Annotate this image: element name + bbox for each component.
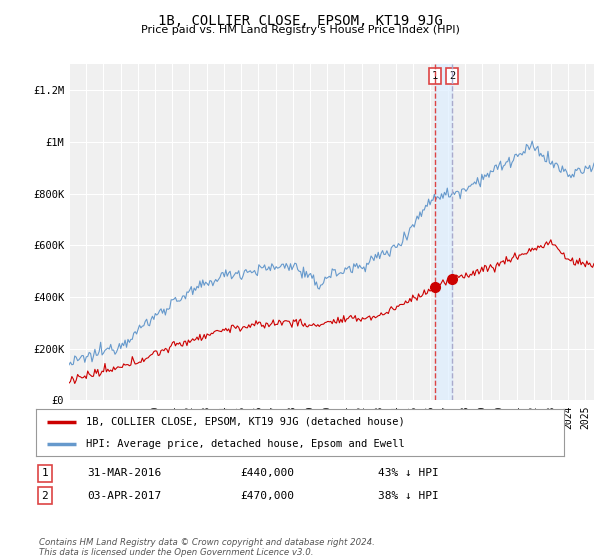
Text: 2: 2 bbox=[41, 491, 49, 501]
Text: Contains HM Land Registry data © Crown copyright and database right 2024.
This d: Contains HM Land Registry data © Crown c… bbox=[39, 538, 375, 557]
Bar bbox=[435, 64, 452, 400]
Text: 1B, COLLIER CLOSE, EPSOM, KT19 9JG: 1B, COLLIER CLOSE, EPSOM, KT19 9JG bbox=[158, 14, 442, 28]
Text: 1B, COLLIER CLOSE, EPSOM, KT19 9JG (detached house): 1B, COLLIER CLOSE, EPSOM, KT19 9JG (deta… bbox=[86, 417, 405, 427]
Text: £470,000: £470,000 bbox=[240, 491, 294, 501]
Text: 31-MAR-2016: 31-MAR-2016 bbox=[87, 468, 161, 478]
Text: 1: 1 bbox=[431, 71, 438, 81]
Text: £440,000: £440,000 bbox=[240, 468, 294, 478]
Text: 1: 1 bbox=[41, 468, 49, 478]
Text: 2: 2 bbox=[449, 71, 455, 81]
Text: 03-APR-2017: 03-APR-2017 bbox=[87, 491, 161, 501]
Text: 43% ↓ HPI: 43% ↓ HPI bbox=[378, 468, 439, 478]
Text: 38% ↓ HPI: 38% ↓ HPI bbox=[378, 491, 439, 501]
Text: HPI: Average price, detached house, Epsom and Ewell: HPI: Average price, detached house, Epso… bbox=[86, 438, 405, 449]
Text: Price paid vs. HM Land Registry's House Price Index (HPI): Price paid vs. HM Land Registry's House … bbox=[140, 25, 460, 35]
